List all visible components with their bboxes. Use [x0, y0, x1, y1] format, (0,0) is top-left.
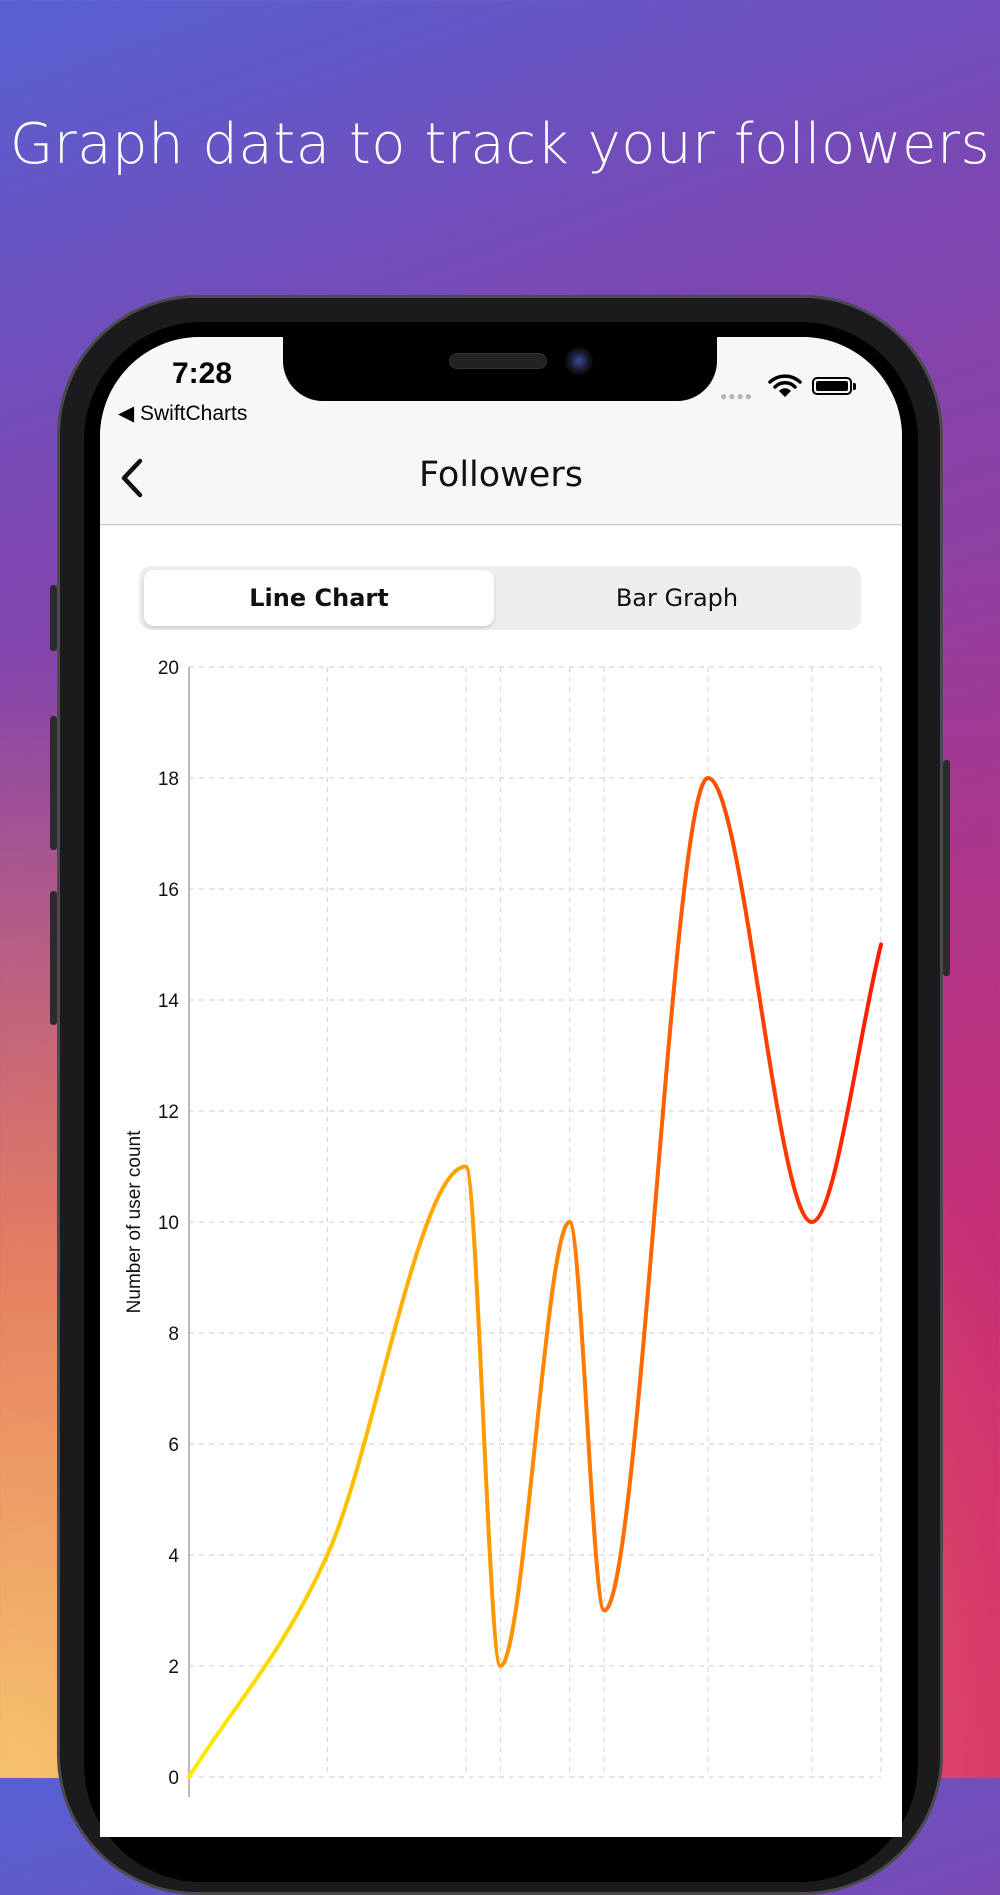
y-tick-label: 10: [158, 1213, 179, 1234]
y-tick-label: 4: [168, 1546, 179, 1567]
y-tick-label: 12: [158, 1102, 179, 1123]
y-tick-label: 8: [168, 1324, 179, 1345]
volume-down-button: [50, 891, 57, 1025]
y-axis-title: Number of user count: [124, 1130, 145, 1313]
y-tick-label: 18: [158, 769, 179, 790]
y-tick-label: 14: [158, 991, 180, 1012]
power-button: [943, 760, 950, 976]
mute-switch: [50, 585, 57, 651]
y-tick-label: 20: [158, 658, 179, 679]
screen: 7:28 ◀ SwiftCharts ●●●● Followers Line C…: [100, 337, 902, 1837]
headline: Graph data to track your followers: [0, 112, 1000, 177]
y-tick-label: 0: [168, 1768, 179, 1789]
volume-up-button: [50, 716, 57, 850]
y-tick-label: 16: [158, 880, 179, 901]
y-tick-label: 6: [168, 1435, 179, 1456]
y-tick-label: 2: [168, 1657, 179, 1678]
followers-line-series: [189, 778, 881, 1777]
line-chart: 0 2 4 6 8 10 12 14 16 18 20 Number of user count: [100, 337, 902, 1837]
